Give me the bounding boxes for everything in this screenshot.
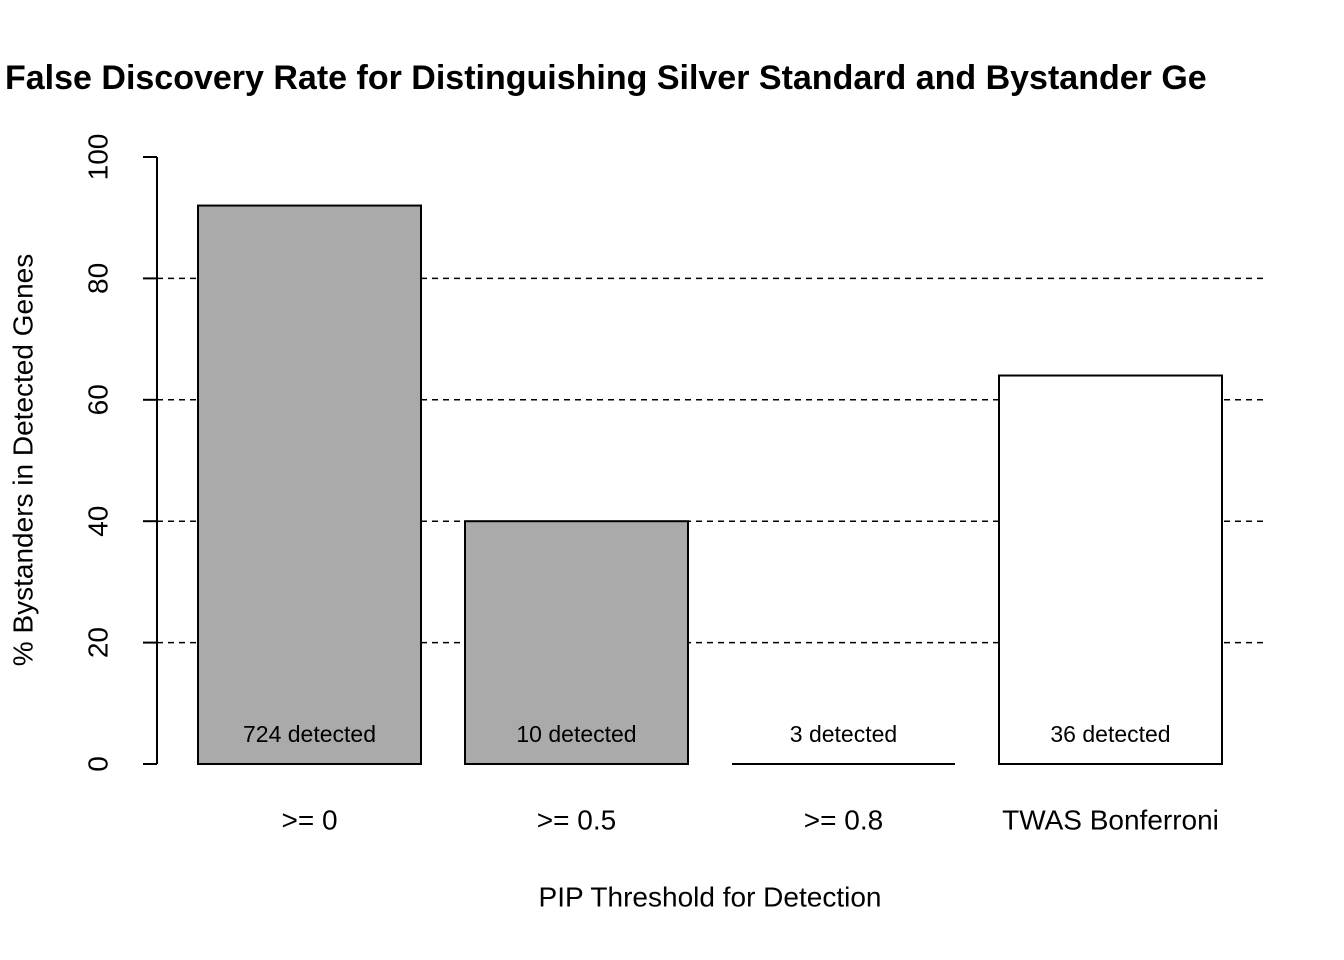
y-tick-label: 80 xyxy=(82,263,113,294)
bar xyxy=(464,520,689,766)
y-tick-label: 20 xyxy=(82,627,113,658)
y-axis-label: % Bystanders in Detected Genes xyxy=(7,254,38,666)
bar-label: 36 detected xyxy=(1050,721,1170,747)
x-tick-label: >= 0.8 xyxy=(804,804,883,835)
bar-label: 10 detected xyxy=(516,721,636,747)
bar xyxy=(197,204,422,765)
bar-label: 724 detected xyxy=(243,721,376,747)
x-tick-label: >= 0.5 xyxy=(537,804,616,835)
bar xyxy=(998,374,1223,765)
y-tick-label: 0 xyxy=(82,756,113,772)
x-tick-label: >= 0 xyxy=(281,804,337,835)
y-tick-label: 40 xyxy=(82,506,113,537)
x-axis-label: PIP Threshold for Detection xyxy=(539,881,882,912)
bar-label: 3 detected xyxy=(790,721,897,747)
y-tick-label: 100 xyxy=(82,134,113,181)
x-tick-label: TWAS Bonferroni xyxy=(1002,804,1219,835)
y-tick-label: 60 xyxy=(82,384,113,415)
chart-title: False Discovery Rate for Distinguishing … xyxy=(5,59,1207,97)
